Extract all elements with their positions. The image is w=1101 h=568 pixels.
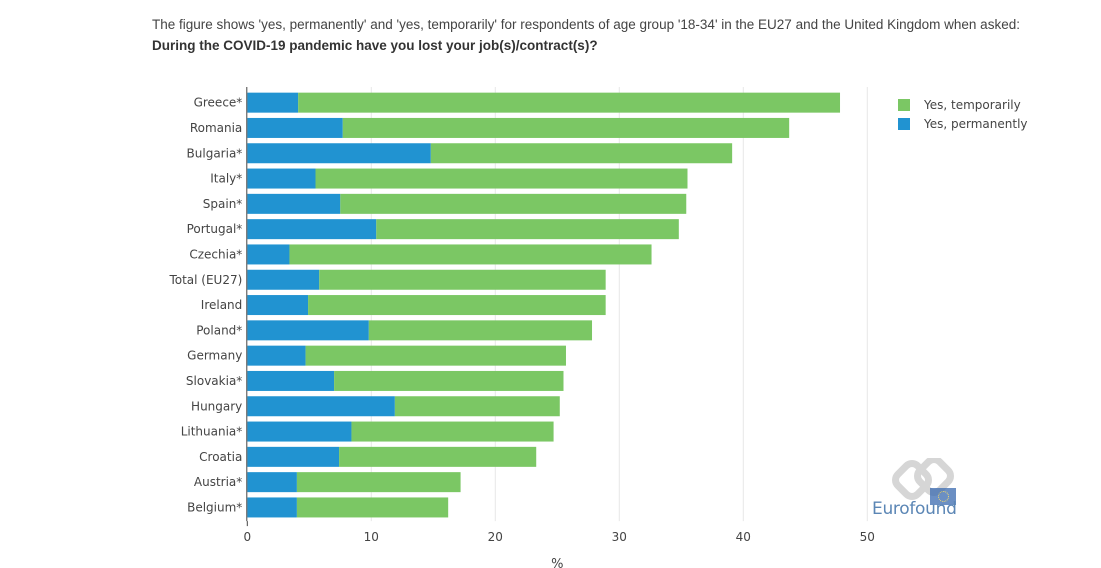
logo-text: Eurofound xyxy=(872,499,957,519)
bar-yes-temporarily[interactable] xyxy=(430,143,733,164)
x-tick-label: 40 xyxy=(736,530,751,544)
bar-yes-permanently[interactable] xyxy=(247,497,297,518)
x-axis-title: % xyxy=(551,557,563,568)
x-tick-label: 10 xyxy=(364,530,379,544)
category-label: Romania xyxy=(190,121,242,135)
bar-yes-permanently[interactable] xyxy=(247,143,431,164)
category-label: Ireland xyxy=(201,298,243,312)
legend: Yes, temporarily Yes, permanently xyxy=(898,95,1028,133)
legend-swatch xyxy=(898,117,910,130)
bar-yes-permanently[interactable] xyxy=(247,92,299,113)
eu-flag-icon xyxy=(930,488,956,505)
bar-yes-permanently[interactable] xyxy=(247,370,335,391)
bar-yes-temporarily[interactable] xyxy=(368,320,593,341)
bar-yes-temporarily[interactable] xyxy=(298,92,841,113)
bar-yes-permanently[interactable] xyxy=(247,396,395,417)
bar-yes-temporarily[interactable] xyxy=(305,345,566,366)
category-label: Slovakia* xyxy=(186,374,242,388)
chain-link-icon xyxy=(892,458,954,500)
legend-item-permanently[interactable]: Yes, permanently xyxy=(898,114,1028,133)
category-label: Spain* xyxy=(203,197,243,211)
survey-question: During the COVID-19 pandemic have you lo… xyxy=(152,38,598,53)
bar-yes-permanently[interactable] xyxy=(247,421,352,442)
bar-yes-permanently[interactable] xyxy=(247,244,290,265)
x-tick-label: 20 xyxy=(488,530,503,544)
bar-yes-permanently[interactable] xyxy=(247,320,369,341)
category-label: Italy* xyxy=(210,172,242,186)
category-label: Bulgaria* xyxy=(187,146,243,160)
bar-yes-temporarily[interactable] xyxy=(296,472,461,493)
category-label: Total (EU27) xyxy=(168,273,242,287)
category-label: Greece* xyxy=(194,96,243,110)
bars xyxy=(247,92,841,518)
bar-yes-permanently[interactable] xyxy=(247,472,297,493)
category-label: Croatia xyxy=(199,450,242,464)
x-tick-label: 30 xyxy=(612,530,627,544)
x-axis-ticks: 0 10 20 30 40 50 xyxy=(243,521,875,544)
bar-yes-permanently[interactable] xyxy=(247,446,340,467)
category-label: Lithuania* xyxy=(181,425,243,439)
category-label: Czechia* xyxy=(189,247,242,261)
bar-yes-permanently[interactable] xyxy=(247,219,377,240)
bar-yes-permanently[interactable] xyxy=(247,168,316,189)
category-label: Belgium* xyxy=(187,500,242,514)
chart-description: The figure shows 'yes, permanently' and … xyxy=(152,14,1052,56)
bar-yes-permanently[interactable] xyxy=(247,295,309,316)
bar-yes-temporarily[interactable] xyxy=(315,168,688,189)
bar-yes-temporarily[interactable] xyxy=(319,269,606,290)
x-tick-label: 50 xyxy=(860,530,875,544)
category-label: Austria* xyxy=(194,475,242,489)
bar-yes-temporarily[interactable] xyxy=(340,193,687,214)
eurofound-logo: Eurofound xyxy=(870,458,966,522)
category-labels: Greece* Romania Bulgaria* Italy* Spain* Portu… xyxy=(168,96,242,515)
bar-yes-permanently[interactable] xyxy=(247,117,343,138)
bar-yes-temporarily[interactable] xyxy=(376,219,679,240)
legend-item-temporarily[interactable]: Yes, temporarily xyxy=(898,95,1028,114)
legend-swatch xyxy=(898,98,910,111)
bar-yes-temporarily[interactable] xyxy=(334,370,564,391)
legend-label: Yes, permanently xyxy=(924,116,1028,131)
bar-yes-temporarily[interactable] xyxy=(296,497,449,518)
bar-yes-temporarily[interactable] xyxy=(351,421,554,442)
bar-yes-permanently[interactable] xyxy=(247,269,320,290)
bar-yes-permanently[interactable] xyxy=(247,345,306,366)
category-label: Portugal* xyxy=(187,222,243,236)
bar-yes-temporarily[interactable] xyxy=(339,446,537,467)
x-tick-label: 0 xyxy=(243,530,251,544)
bar-yes-temporarily[interactable] xyxy=(308,295,606,316)
description-text: The figure shows 'yes, permanently' and … xyxy=(152,17,1020,32)
bar-yes-permanently[interactable] xyxy=(247,193,341,214)
bar-yes-temporarily[interactable] xyxy=(342,117,790,138)
category-label: Poland* xyxy=(196,323,242,337)
bar-yes-temporarily[interactable] xyxy=(394,396,560,417)
legend-label: Yes, temporarily xyxy=(924,97,1021,112)
bar-yes-temporarily[interactable] xyxy=(289,244,652,265)
category-label: Germany xyxy=(187,349,242,363)
category-label: Hungary xyxy=(191,399,242,413)
